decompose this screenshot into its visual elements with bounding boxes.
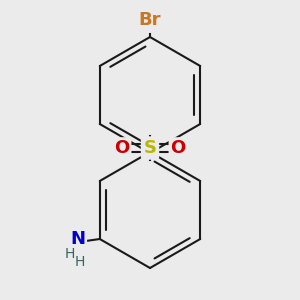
Text: Br: Br (139, 11, 161, 29)
Text: S: S (143, 139, 157, 157)
Text: H: H (75, 255, 85, 269)
Text: N: N (70, 230, 85, 248)
Text: H: H (64, 247, 75, 261)
Text: O: O (114, 139, 130, 157)
Text: O: O (170, 139, 186, 157)
